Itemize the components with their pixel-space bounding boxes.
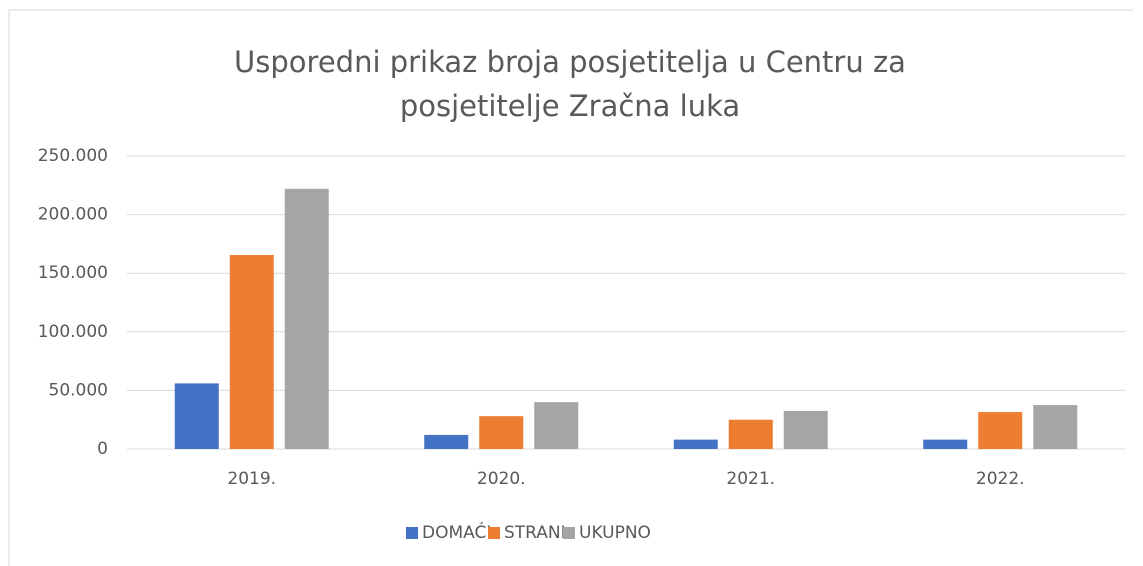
bar bbox=[728, 419, 773, 449]
y-tick-label: 50.000 bbox=[49, 380, 108, 400]
y-tick-label: 200.000 bbox=[38, 205, 108, 225]
legend-label: DOMAĆI bbox=[422, 521, 491, 543]
x-tick-label: 2019. bbox=[227, 469, 276, 489]
x-tick-label: 2021. bbox=[726, 469, 775, 489]
bar bbox=[284, 188, 329, 450]
bar bbox=[783, 410, 828, 449]
bar bbox=[923, 439, 968, 449]
y-tick-label: 0 bbox=[97, 439, 108, 459]
legend-swatch bbox=[488, 527, 500, 539]
bar bbox=[673, 439, 718, 449]
bar bbox=[479, 416, 524, 449]
y-tick-label: 150.000 bbox=[38, 263, 108, 283]
legend-swatch bbox=[406, 527, 418, 539]
bar bbox=[174, 383, 219, 449]
y-tick-label: 100.000 bbox=[38, 322, 108, 342]
legend-label: STRANI bbox=[504, 523, 566, 543]
bar bbox=[229, 255, 274, 449]
bar bbox=[534, 402, 579, 449]
chart-title: Usporedni prikaz broja posjetitelja u Ce… bbox=[234, 45, 906, 123]
legend-label: UKUPNO bbox=[579, 523, 651, 543]
bar bbox=[978, 412, 1023, 449]
x-tick-label: 2020. bbox=[477, 469, 526, 489]
bar bbox=[424, 434, 469, 449]
bar bbox=[1033, 405, 1078, 449]
x-tick-label: 2022. bbox=[976, 469, 1025, 489]
y-tick-label: 250.000 bbox=[38, 146, 108, 166]
legend-swatch bbox=[563, 527, 575, 539]
